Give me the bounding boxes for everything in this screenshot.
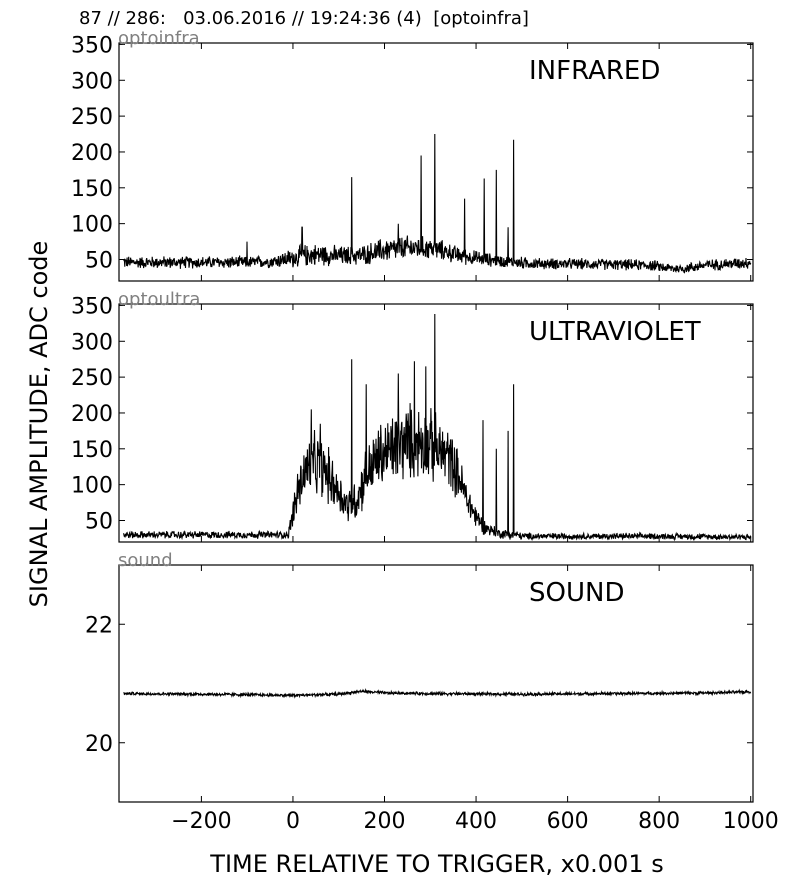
chart-panel-optoultra: 50 100 150 200 250 300 350 optoultra ULTRAVIOLET (71, 289, 754, 543)
y-tick-label: 100 (71, 474, 113, 499)
y-tick-label: 300 (71, 330, 113, 355)
x-tick-label: 200 (364, 809, 406, 834)
y-axis-label: SIGNAL AMPLITUDE, ADC code (25, 241, 53, 608)
x-axis-label: TIME RELATIVE TO TRIGGER, x0.001 s (209, 850, 663, 878)
chart-panel-optoinfra: 50 100 150 200 250 300 350 optoinfra INFRARED (71, 28, 754, 282)
header-title: 87 // 286: 03.06.2016 // 19:24:36 (4) [o… (79, 8, 529, 29)
series-line-optoultra (123, 313, 752, 542)
plot-frame (118, 42, 754, 282)
y-tick-label: 350 (71, 33, 113, 58)
y-tick-label: 100 (71, 213, 113, 238)
x-tick-label: 1000 (723, 809, 779, 834)
panel-label: optoinfra (118, 28, 200, 49)
y-tick-label: 22 (85, 613, 113, 638)
y-tick-label: 250 (71, 105, 113, 130)
plot-frame (118, 303, 754, 543)
panel-title: SOUND (529, 578, 624, 608)
y-tick-label: 150 (71, 438, 113, 463)
y-tick-label: 200 (71, 402, 113, 427)
y-tick-label: 20 (85, 732, 113, 757)
panel-title: ULTRAVIOLET (529, 317, 701, 347)
panel-label: optoultra (118, 289, 200, 310)
y-tick-label: 300 (71, 69, 113, 94)
y-tick-label: 50 (85, 509, 113, 534)
x-tick-label: 800 (638, 809, 680, 834)
y-tick-label: 50 (85, 248, 113, 273)
y-tick-label: 250 (71, 366, 113, 391)
series-line-optoinfra (123, 133, 752, 274)
x-tick-label: 400 (455, 809, 497, 834)
y-tick-label: 350 (71, 294, 113, 319)
x-tick-label: 0 (286, 809, 300, 834)
x-tick-label: −200 (171, 809, 231, 834)
panel-label: sound (118, 550, 173, 571)
x-tick-label: 600 (547, 809, 589, 834)
y-tick-label: 200 (71, 141, 113, 166)
chart-panel-sound: 20 22 −200 0 200 400 600 800 1000 sound SOUND (85, 550, 779, 834)
series-line-sound (123, 688, 752, 699)
y-tick-label: 150 (71, 177, 113, 202)
plot-frame (118, 564, 754, 803)
panel-title: INFRARED (529, 56, 660, 86)
